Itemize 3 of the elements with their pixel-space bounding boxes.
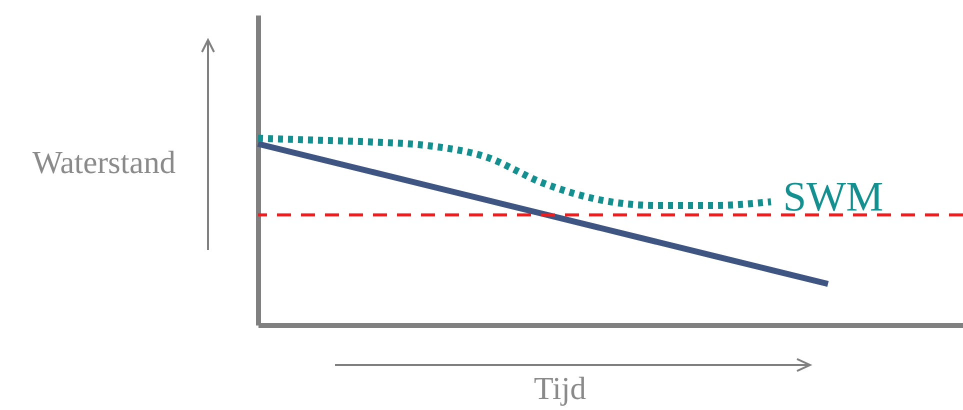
- y-axis-title: Waterstand: [32, 144, 176, 180]
- series-label: SWM: [783, 174, 884, 221]
- x-axis-title: Tijd: [534, 370, 586, 406]
